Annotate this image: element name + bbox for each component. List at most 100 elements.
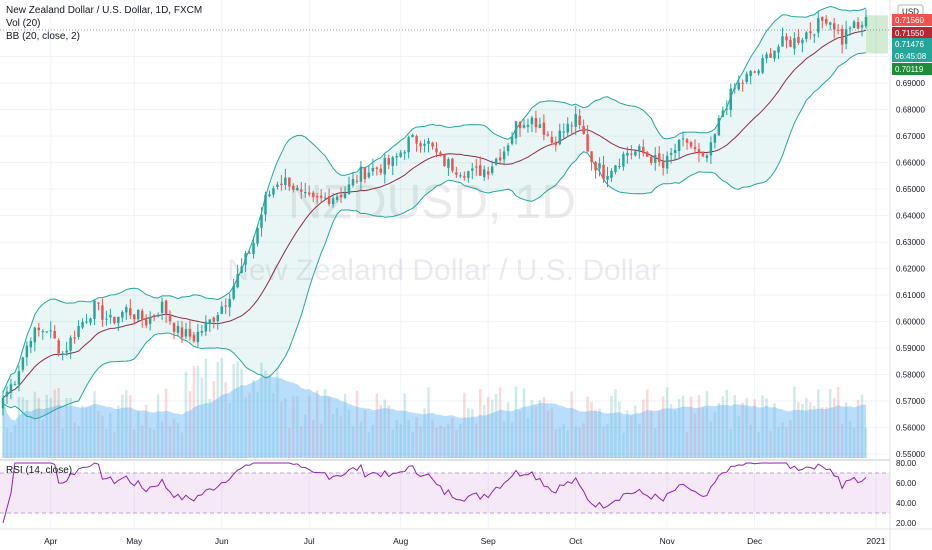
volume-bar <box>570 391 573 458</box>
price-axis: 0.55000 0.56000 0.57000 0.58000 0.59000 0.600… <box>889 0 925 550</box>
candle-body <box>498 157 502 161</box>
volume-bar <box>280 401 283 458</box>
volume-bar <box>21 397 25 458</box>
candle-body <box>296 187 299 191</box>
candle-body <box>97 302 100 304</box>
volume-bar <box>97 410 100 458</box>
volume-bar <box>673 410 677 458</box>
candle-body <box>856 22 860 29</box>
candle-body <box>777 46 780 53</box>
volume-bar <box>304 414 307 458</box>
volume-bar <box>494 393 498 458</box>
volume-bar <box>379 404 383 458</box>
candle-body <box>769 53 772 58</box>
candle-body <box>490 166 494 174</box>
volume-bar <box>661 396 665 458</box>
candle-body <box>653 155 657 163</box>
volume-bar <box>482 405 486 458</box>
candle-body <box>506 145 510 152</box>
candle-body <box>689 142 693 147</box>
volume-bar <box>471 408 474 458</box>
volume-bar <box>220 358 223 458</box>
candle-body <box>821 16 824 21</box>
candle-body <box>606 175 609 180</box>
volume-bar <box>93 391 96 458</box>
volume-bar <box>805 397 808 458</box>
candle-body <box>546 134 550 136</box>
candle-body <box>586 134 589 152</box>
volume-bar <box>852 427 856 458</box>
volume-bar <box>479 388 482 458</box>
volume-bar <box>33 391 37 458</box>
candle-body <box>745 74 748 82</box>
volume-bar <box>634 405 637 458</box>
candle-body <box>164 300 168 315</box>
rsi-tick-label: 20.00 <box>896 519 917 528</box>
candle-body <box>180 327 184 338</box>
candle-body <box>459 175 462 177</box>
volume-bar <box>828 389 832 458</box>
volume-bar <box>693 413 697 458</box>
volume-bar <box>105 428 108 458</box>
candle-body <box>311 192 315 198</box>
candle-body <box>383 158 387 175</box>
price-tick-label: 0.61000 <box>896 291 925 300</box>
candle-body <box>431 142 434 147</box>
candle-body <box>860 25 864 28</box>
volume-bar <box>335 407 339 458</box>
volume-bar <box>725 389 729 458</box>
volume-bar <box>657 410 661 458</box>
candle-body <box>471 168 474 171</box>
candle-body <box>638 146 641 152</box>
volume-bar <box>347 409 351 458</box>
volume-bar <box>459 424 462 458</box>
watermark-symbol: NZDUSD, 1D <box>288 176 576 229</box>
volume-bar <box>630 415 633 458</box>
candle-body <box>809 31 812 33</box>
candle-body <box>562 131 565 133</box>
currency-badge-label[interactable]: USD <box>902 8 919 17</box>
bollinger-basis <box>2 29 867 399</box>
time-axis: Apr May Jun Jul Aug Sep Oct Nov Dec 2021 <box>0 528 932 546</box>
candle-body <box>61 353 64 355</box>
candle-body <box>240 266 243 274</box>
candle-body <box>335 196 339 200</box>
volume-bar <box>276 367 279 458</box>
candle-body <box>45 331 48 333</box>
candle-body <box>272 188 275 195</box>
time-tick-label: Jul <box>304 536 315 546</box>
price-tick-label: 0.56000 <box>896 424 925 433</box>
candle-body <box>832 23 836 30</box>
volume-bar <box>558 427 562 458</box>
volume-bar <box>69 397 72 458</box>
volume-bar <box>81 405 84 458</box>
candle-body <box>415 136 418 144</box>
price-label-box <box>892 27 932 39</box>
volume-bar <box>677 399 681 458</box>
volume-bar <box>650 410 653 458</box>
candle-body <box>152 315 156 317</box>
price-tick-label: 0.59000 <box>896 344 925 353</box>
candle-body <box>423 143 426 146</box>
volume-bar <box>821 407 824 458</box>
volume-bar <box>638 423 641 458</box>
volume-bar <box>117 405 120 458</box>
candle-body <box>761 58 764 73</box>
volume-bar <box>292 396 295 458</box>
candle-body <box>749 71 752 76</box>
candle-body <box>530 117 534 125</box>
volume-bar <box>741 402 744 458</box>
volume-bar <box>41 420 45 458</box>
volume-bar <box>864 427 868 458</box>
candle-body <box>57 340 60 354</box>
rsi-pane: 20.00 40.00 60.00 80.00 <box>0 459 917 528</box>
volume-bar <box>809 402 812 458</box>
candle-body <box>228 299 231 308</box>
price-label-text: 0.71560 <box>895 16 924 25</box>
candle-body <box>753 71 756 73</box>
volume-bar <box>216 362 219 458</box>
volume-bar <box>737 416 740 458</box>
candle-body <box>117 316 120 323</box>
candle-body <box>844 29 848 44</box>
